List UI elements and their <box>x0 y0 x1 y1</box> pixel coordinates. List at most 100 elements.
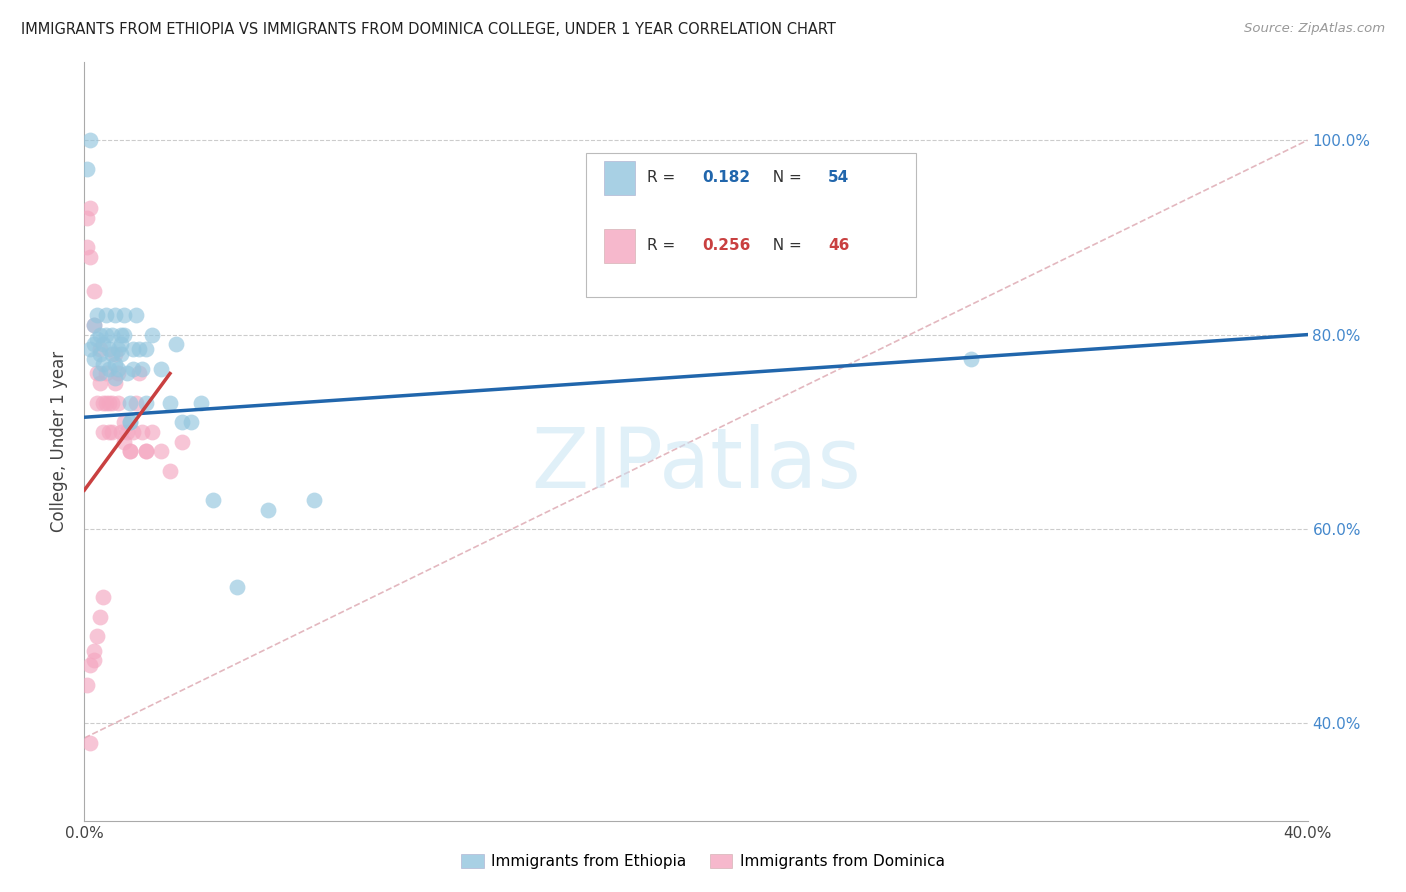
Point <box>180 415 202 429</box>
Point <box>101 347 124 361</box>
Point <box>135 444 157 458</box>
Point <box>115 367 138 381</box>
Point <box>131 425 153 439</box>
Point <box>141 327 163 342</box>
Point <box>94 395 117 409</box>
Point <box>83 337 105 351</box>
Point <box>120 395 142 409</box>
Point <box>172 415 194 429</box>
Point <box>79 133 101 147</box>
Point <box>257 502 280 516</box>
Point <box>165 337 187 351</box>
Point <box>101 327 124 342</box>
Point <box>107 367 129 381</box>
Text: 54: 54 <box>828 170 849 186</box>
Y-axis label: College, Under 1 year: College, Under 1 year <box>51 351 69 533</box>
Point <box>79 658 101 673</box>
Point <box>135 342 157 356</box>
Point <box>76 211 98 225</box>
Point <box>226 580 249 594</box>
Point <box>94 308 117 322</box>
Text: R =: R = <box>647 170 681 186</box>
Point <box>94 367 117 381</box>
Text: 0.182: 0.182 <box>702 170 751 186</box>
Point <box>91 395 114 409</box>
Point <box>112 327 135 342</box>
Point <box>128 367 150 381</box>
Point <box>76 240 98 254</box>
Point <box>79 342 101 356</box>
Point <box>110 425 132 439</box>
Point <box>89 342 111 356</box>
FancyBboxPatch shape <box>605 229 636 263</box>
Point <box>76 677 98 691</box>
Point <box>149 444 172 458</box>
Point <box>120 444 142 458</box>
Point <box>960 351 983 366</box>
Point <box>112 308 135 322</box>
Point <box>79 201 101 215</box>
Point <box>135 444 157 458</box>
Point <box>122 425 145 439</box>
Point <box>838 226 860 240</box>
Point <box>83 284 105 298</box>
Point <box>669 201 692 215</box>
Point <box>83 351 105 366</box>
Point <box>110 327 132 342</box>
Point <box>104 371 127 385</box>
Point <box>86 395 108 409</box>
Point <box>120 415 142 429</box>
Point <box>172 434 194 449</box>
Point <box>79 250 101 264</box>
Point <box>149 361 172 376</box>
Text: N =: N = <box>763 238 807 253</box>
Point <box>97 342 120 356</box>
Point <box>125 308 148 322</box>
Point <box>104 357 127 371</box>
Point <box>83 318 105 332</box>
Point <box>91 357 114 371</box>
Point <box>107 395 129 409</box>
Point <box>110 347 132 361</box>
Point <box>94 327 117 342</box>
Text: N =: N = <box>763 170 807 186</box>
Point <box>101 425 124 439</box>
Point <box>89 327 111 342</box>
Point <box>91 425 114 439</box>
Text: ZIPatlas: ZIPatlas <box>531 424 860 505</box>
Point <box>128 342 150 356</box>
Point <box>83 643 105 657</box>
Point <box>89 376 111 391</box>
Point <box>120 444 142 458</box>
Text: R =: R = <box>647 238 681 253</box>
Point <box>131 361 153 376</box>
Point <box>97 361 120 376</box>
Text: 46: 46 <box>828 238 849 253</box>
Point <box>83 318 105 332</box>
Point <box>89 347 111 361</box>
Point <box>190 395 212 409</box>
Point <box>86 629 108 643</box>
Point <box>115 425 138 439</box>
Point <box>86 367 108 381</box>
Point <box>91 337 114 351</box>
Point <box>159 464 181 478</box>
Point <box>120 415 142 429</box>
FancyBboxPatch shape <box>605 161 636 195</box>
Point <box>107 361 129 376</box>
Point <box>86 308 108 322</box>
Point <box>141 425 163 439</box>
Point <box>107 342 129 356</box>
Point <box>86 333 108 347</box>
Point <box>104 308 127 322</box>
Legend: Immigrants from Ethiopia, Immigrants from Dominica: Immigrants from Ethiopia, Immigrants fro… <box>454 848 952 875</box>
Text: Source: ZipAtlas.com: Source: ZipAtlas.com <box>1244 22 1385 36</box>
Point <box>112 415 135 429</box>
Point <box>125 395 148 409</box>
Text: IMMIGRANTS FROM ETHIOPIA VS IMMIGRANTS FROM DOMINICA COLLEGE, UNDER 1 YEAR CORRE: IMMIGRANTS FROM ETHIOPIA VS IMMIGRANTS F… <box>21 22 837 37</box>
Point <box>97 425 120 439</box>
Point <box>112 434 135 449</box>
Point <box>201 492 224 507</box>
Point <box>104 376 127 391</box>
Point <box>97 395 120 409</box>
